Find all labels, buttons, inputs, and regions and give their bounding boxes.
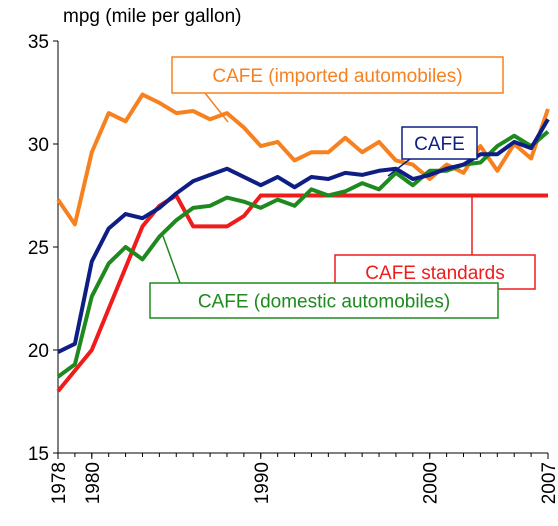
series-annotation: CAFE (domestic automobiles)	[149, 235, 499, 319]
leader-line	[204, 92, 229, 123]
y-tick-label: 20	[28, 341, 49, 362]
legend-label: CAFE	[414, 134, 465, 155]
y-tick-label: 30	[28, 135, 49, 156]
series-line	[57, 118, 550, 354]
x-tick-label: 1990	[252, 462, 273, 504]
y-tick-label: 35	[28, 32, 49, 53]
y-axis-label: mpg (mile per gallon)	[63, 6, 241, 27]
x-tick-label: 1978	[49, 462, 70, 504]
x-tick-label: 1980	[83, 462, 104, 504]
annotation-box	[401, 126, 478, 160]
legend-label: CAFE (domestic automobiles)	[198, 292, 450, 313]
leader-line	[387, 158, 411, 177]
annotation-box	[149, 282, 499, 319]
x-tick-label: 2000	[421, 462, 442, 504]
series-annotation: CAFE (imported automobiles)	[171, 56, 504, 123]
x-tick-label: 2007	[539, 462, 558, 504]
series-annotation: CAFE standards	[334, 197, 536, 290]
legend-label: CAFE standards	[365, 263, 504, 284]
y-tick-label: 25	[28, 238, 49, 259]
series-annotation: CAFE	[387, 126, 478, 177]
annotation-box	[171, 56, 504, 94]
legend-label: CAFE (imported automobiles)	[212, 66, 462, 87]
series-line	[56, 92, 550, 227]
y-tick-label: 15	[28, 444, 49, 465]
leader-line	[162, 235, 181, 284]
